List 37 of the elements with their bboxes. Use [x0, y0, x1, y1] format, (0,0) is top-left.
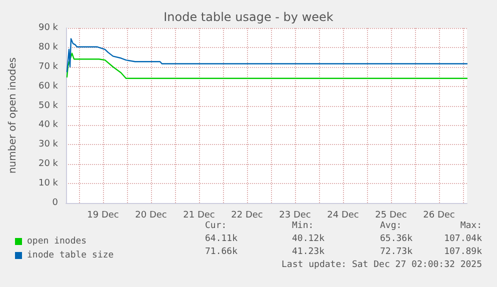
text: 40.12k	[292, 234, 326, 244]
x-tick-label: 24 Dec	[327, 210, 359, 220]
y-tick-label: 80 k	[38, 42, 59, 52]
text: Avg:	[380, 221, 402, 231]
text: Cur:	[205, 221, 227, 231]
text: 65.36k	[380, 234, 414, 244]
x-tick-label: 20 Dec	[135, 210, 167, 220]
text: 72.73k	[380, 247, 414, 257]
x-tick-label: 23 Dec	[279, 210, 311, 220]
text: 64.11k	[205, 234, 238, 244]
y-tick-label: 40 k	[38, 120, 59, 130]
legend-label: open inodes	[27, 236, 87, 246]
y-tick-label: 50 k	[38, 100, 59, 111]
y-tick-label: 10 k	[38, 178, 59, 189]
text: 41.23k	[292, 247, 326, 257]
y-tick-label: 60 k	[38, 81, 59, 92]
x-tick-label: 25 Dec	[375, 210, 407, 220]
text: 107.04k	[444, 234, 483, 244]
text: Min:	[292, 221, 314, 231]
x-tick-label: 22 Dec	[231, 210, 263, 220]
y-axis-title: number of open inodes	[8, 57, 18, 174]
line-series	[66, 52, 468, 79]
y-tick-label: 90 k	[38, 23, 59, 33]
text: 71.66k	[205, 247, 238, 257]
x-tick-label: 19 Dec	[87, 210, 119, 220]
text: 107.89k	[444, 247, 483, 257]
y-tick-label: 30 k	[38, 140, 59, 150]
text: Last update: Sat Dec 27 02:00:32 2025	[282, 260, 482, 270]
y-tick-label: 0	[52, 198, 58, 208]
y-tick-label: 20 k	[38, 159, 59, 170]
chart-title: Inode table usage - by week	[164, 10, 334, 24]
x-tick-label: 26 Dec	[423, 210, 455, 220]
text: Max:	[460, 221, 482, 231]
line-series	[66, 38, 468, 72]
y-tick-label: 70 k	[38, 62, 59, 72]
x-tick-label: 21 Dec	[183, 210, 215, 220]
legend-label: inode table size	[27, 250, 114, 260]
